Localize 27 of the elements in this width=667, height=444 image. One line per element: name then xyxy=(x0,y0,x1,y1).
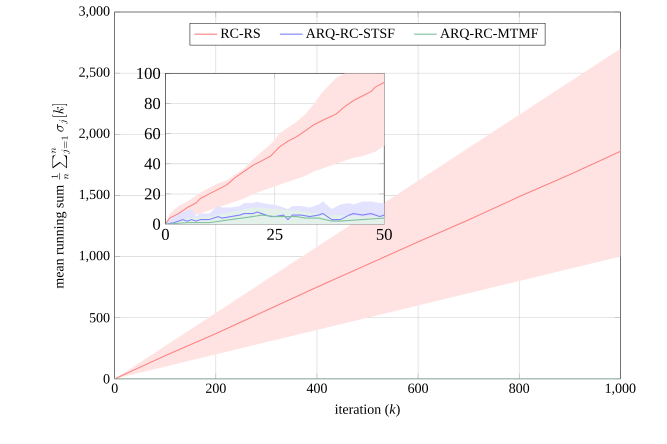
y-tick-label: 80 xyxy=(144,98,160,110)
y-tick-label: 20 xyxy=(144,188,160,200)
x-axis-title: iteration (k) xyxy=(334,404,400,417)
legend-label: ARQ-RC-MTMF xyxy=(440,28,538,40)
y-tick-label: 60 xyxy=(144,128,160,140)
y-tick-label: 100 xyxy=(137,68,160,79)
y-tick-label: 2,500 xyxy=(79,67,110,79)
y-tick-label: 2,000 xyxy=(79,128,110,140)
x-tick-label: 600 xyxy=(408,383,428,393)
x-tick-label: 0 xyxy=(112,383,118,393)
legend-label: ARQ-RC-STSF xyxy=(306,28,394,40)
x-tick-label: 0 xyxy=(162,228,169,240)
y-tick-label: 3,000 xyxy=(79,6,110,18)
y-tick-label: 0 xyxy=(153,218,160,230)
x-tick-label: 25 xyxy=(267,228,282,240)
y-tick-label: 1,500 xyxy=(80,190,110,202)
x-tick-label: 400 xyxy=(306,383,327,393)
y-tick-label: 40 xyxy=(144,158,160,170)
x-tick-label: 50 xyxy=(376,228,392,240)
x-tick-label: 1,000 xyxy=(606,383,636,395)
legend-label: RC-RS xyxy=(220,28,260,38)
y-tick-label: 0 xyxy=(104,374,110,384)
x-tick-label: 800 xyxy=(509,383,530,393)
y-tick-label: 1,000 xyxy=(80,250,110,262)
y-tick-label: 500 xyxy=(90,312,110,322)
x-tick-label: 200 xyxy=(206,383,226,393)
y-axis-title: $\text{mean running sum }\frac{1}{n}\sum_{j=1}^{n}\sigma_j[k]$ xyxy=(51,104,70,288)
